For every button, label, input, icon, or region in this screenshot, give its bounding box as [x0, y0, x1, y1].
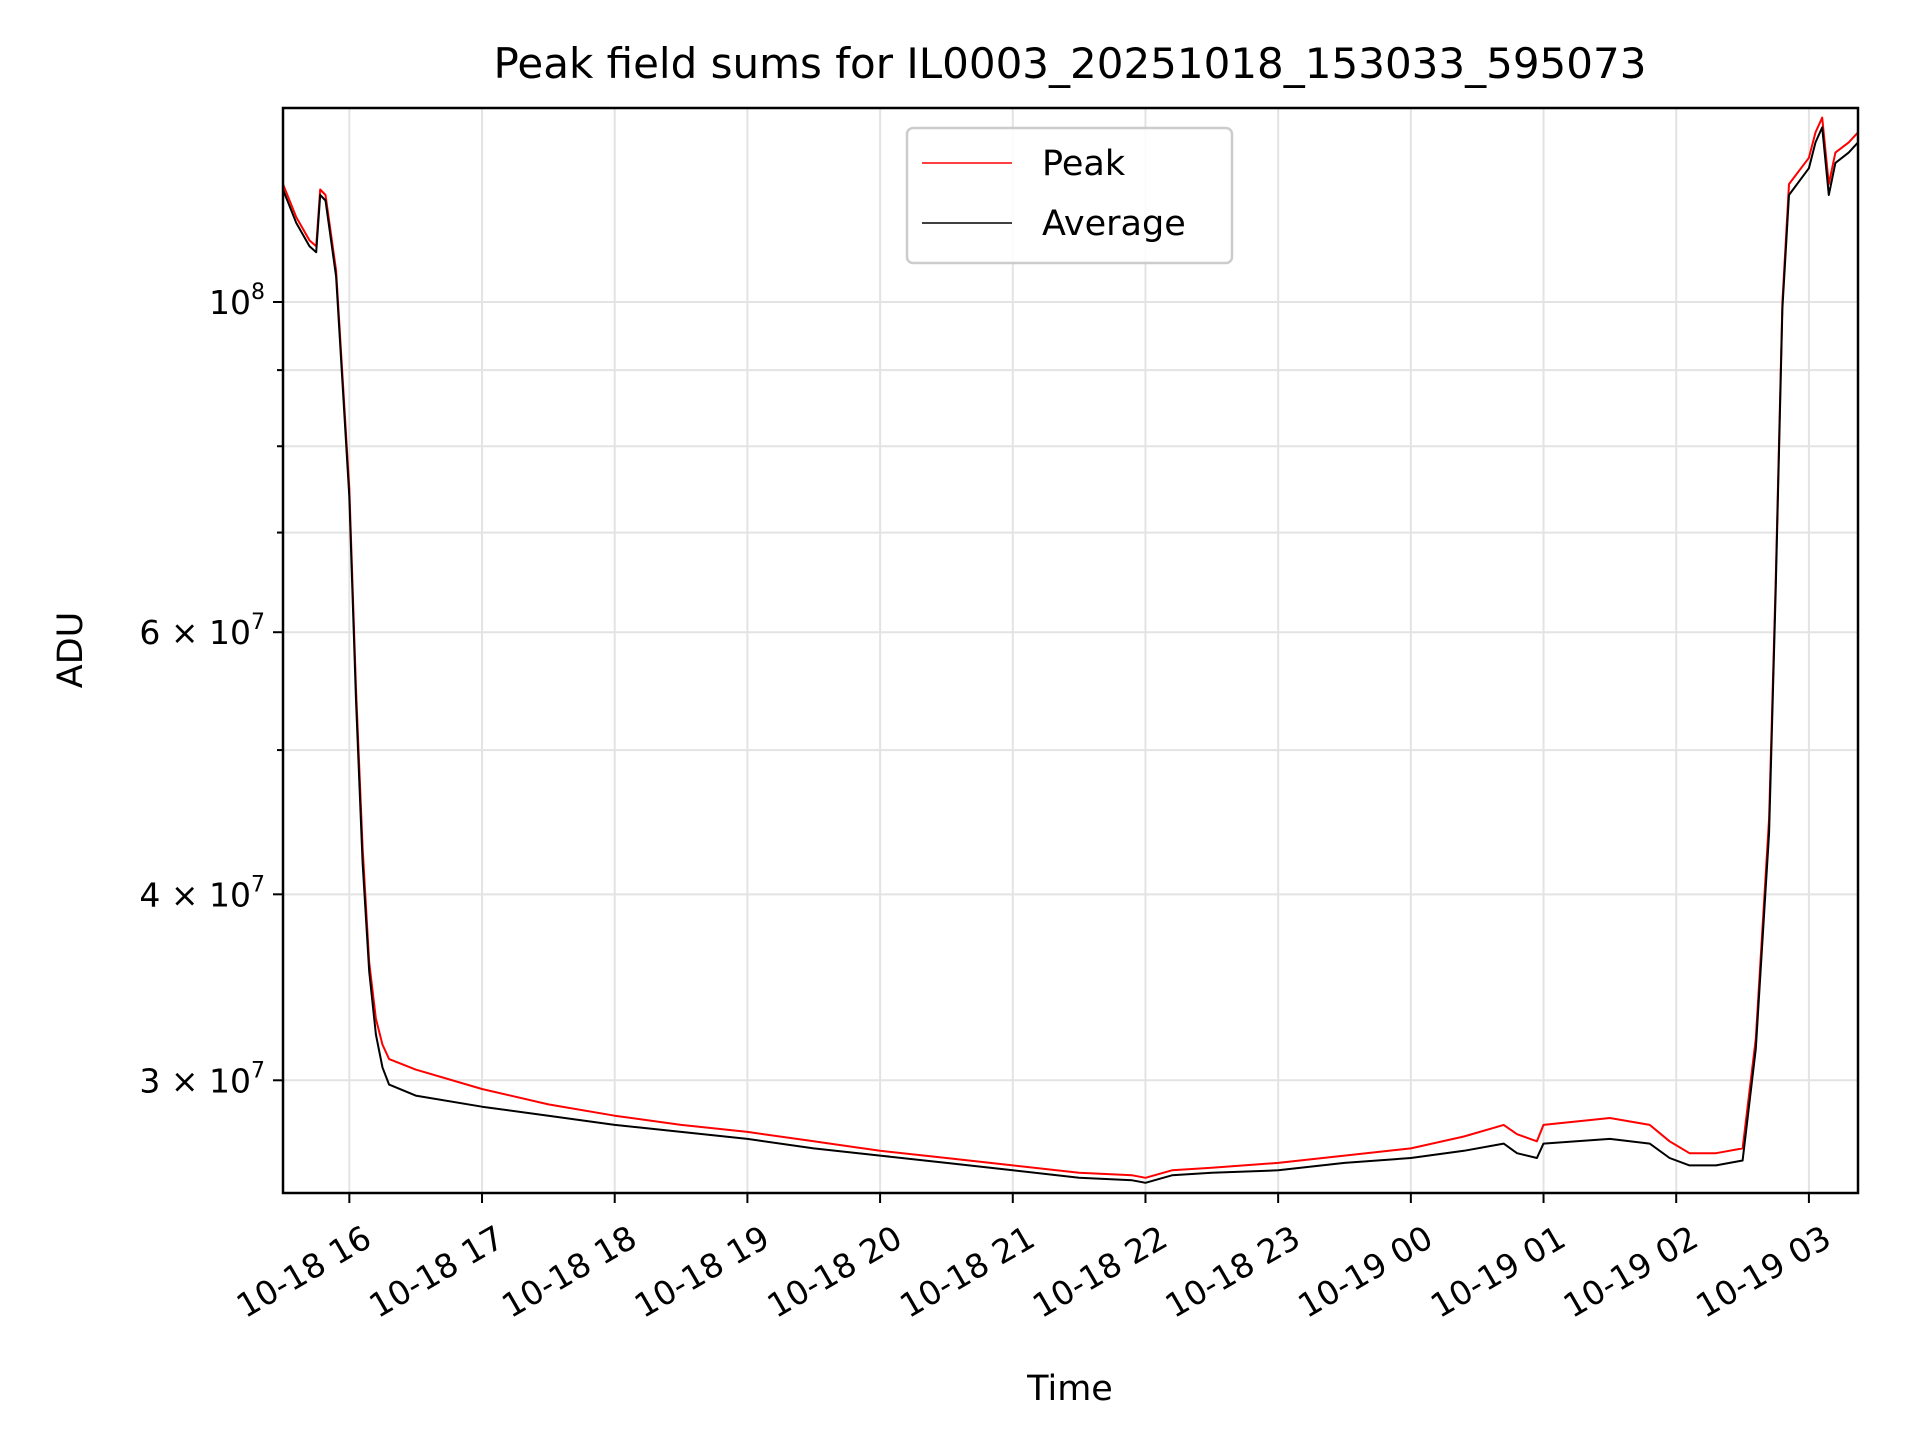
plot-frame: [281, 106, 1860, 1195]
y-axis: 3 × 107 4 × 107 6 × 107 108: [139, 280, 283, 1100]
y-axis-label: ADU: [51, 612, 91, 689]
legend-box: [905, 126, 1234, 265]
y-tick-label: 4 × 107: [139, 872, 265, 914]
y-tick-label: 108: [209, 280, 265, 322]
y-tick-label: 6 × 107: [139, 610, 265, 652]
x-axis-label: Time: [1026, 1369, 1113, 1409]
legend: Peak Average: [905, 126, 1234, 265]
series-layer: [283, 116, 1858, 1184]
series-line-average: [283, 126, 1858, 1184]
grid: [283, 108, 1858, 1193]
chart-title: Peak field sums for IL0003_20251018_1530…: [494, 39, 1647, 88]
y-tick-label: 3 × 107: [139, 1058, 265, 1100]
legend-label-average: Average: [1042, 204, 1186, 244]
legend-label-peak: Peak: [1042, 144, 1126, 184]
